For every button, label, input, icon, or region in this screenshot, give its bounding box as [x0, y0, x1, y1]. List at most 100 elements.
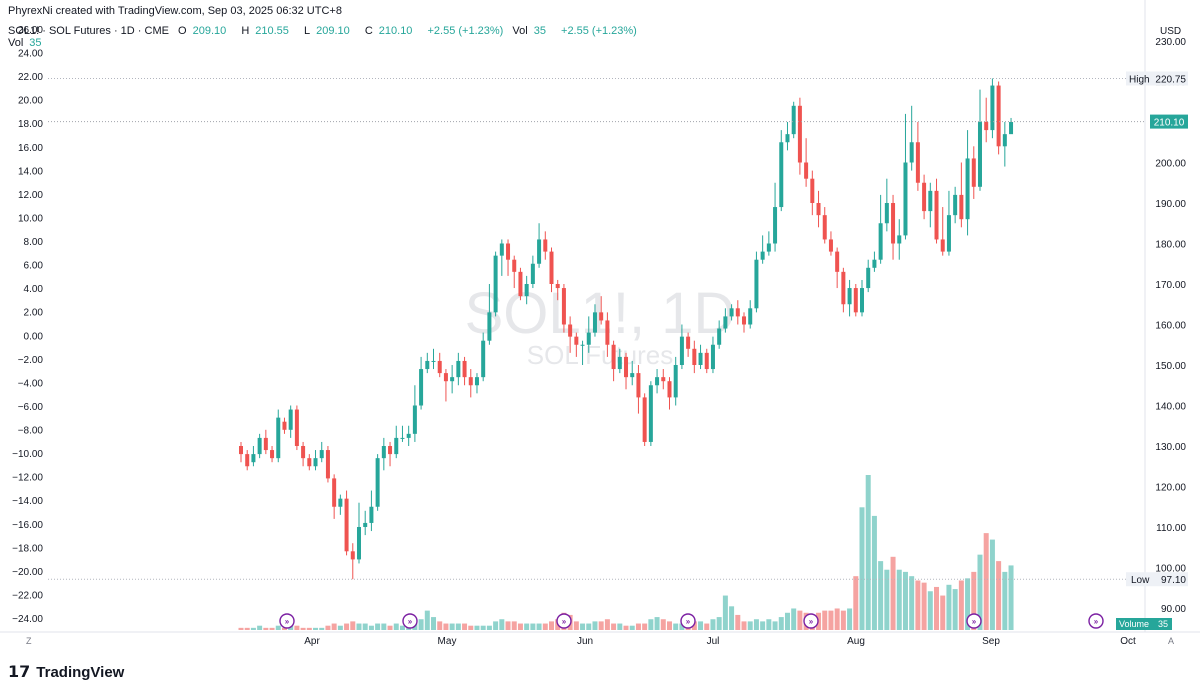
volume-tag-label: Volume: [1119, 619, 1149, 629]
zoom-button[interactable]: Z: [26, 636, 32, 646]
volume-bar: [387, 625, 393, 630]
volume-bar: [629, 625, 635, 630]
auto-scale-button[interactable]: A: [1168, 636, 1174, 646]
candle-body: [344, 498, 349, 552]
volume-bar: [902, 571, 908, 630]
volume-bar: [679, 623, 685, 630]
candle-body: [394, 437, 399, 455]
currency-label: USD: [1160, 26, 1181, 37]
price-tick-label: 130.00: [1155, 442, 1186, 453]
volume-bar: [517, 623, 523, 630]
candle-body: [872, 259, 877, 268]
candle-body: [835, 251, 840, 272]
candle-body: [754, 259, 759, 309]
volume-bar: [474, 625, 480, 630]
volume-bar: [431, 617, 437, 630]
event-marker-glyph: »: [562, 617, 567, 626]
symbol-legend: SOL1! · SOL Futures · 1D · CME O 209.10 H…: [8, 25, 643, 37]
candle-body: [530, 263, 535, 284]
volume-bar: [704, 623, 710, 630]
candle-body: [276, 417, 281, 459]
candle-body: [710, 344, 715, 370]
candle-body: [673, 365, 678, 398]
candle-body: [350, 551, 355, 560]
left-tick-label: 2.00: [24, 308, 44, 319]
time-tick-label: Sep: [982, 636, 1000, 647]
volume-bar: [580, 623, 586, 630]
candle-body: [785, 134, 790, 143]
high-value: 220.75: [1155, 74, 1186, 85]
left-tick-label: 4.00: [24, 284, 44, 295]
candle-body: [356, 527, 361, 560]
volume-bar: [666, 621, 672, 630]
price-tick-label: 200.00: [1155, 159, 1186, 170]
high-label: High: [1129, 74, 1150, 85]
candle-body: [294, 409, 299, 446]
candle-body: [984, 122, 989, 131]
candle-body: [630, 373, 635, 378]
volume-bar: [996, 561, 1002, 630]
candle-body: [245, 454, 250, 467]
volume-bar: [257, 625, 263, 630]
event-marker-glyph: »: [972, 617, 977, 626]
candle-body: [866, 267, 871, 289]
time-tick-label: Aug: [847, 636, 865, 647]
volume-bar: [611, 623, 617, 630]
volume-bar: [449, 623, 455, 630]
volume-bar: [952, 589, 958, 630]
volume-bar: [648, 619, 654, 630]
volume-bar: [337, 625, 343, 630]
volume-bar: [263, 627, 269, 630]
candle-body: [263, 437, 268, 451]
price-tick-label: 230.00: [1155, 37, 1186, 48]
volume-value: Vol 35: [512, 25, 546, 37]
volume-bar: [536, 623, 542, 630]
price-tick-label: 110.00: [1156, 523, 1186, 534]
left-tick-label: −22.00: [12, 590, 43, 601]
volume-bar: [766, 619, 772, 630]
candle-body: [915, 142, 920, 183]
price-tick-label: 140.00: [1155, 402, 1186, 413]
event-marker-glyph: »: [285, 617, 290, 626]
volume-bar: [946, 584, 952, 630]
volume-bar: [797, 610, 803, 630]
event-marker-icon: [279, 613, 295, 629]
volume-bar: [393, 623, 399, 630]
volume-bar: [921, 582, 927, 630]
volume-bar: [350, 621, 356, 630]
volume-bar: [381, 623, 387, 630]
candle-body: [729, 308, 734, 317]
left-tick-label: −20.00: [12, 567, 43, 578]
candle-body: [599, 312, 604, 321]
volume-bar: [586, 623, 592, 630]
volume-bar: [698, 621, 704, 630]
candle-body: [717, 328, 722, 345]
candle-body: [742, 316, 747, 325]
volume-legend: Vol 35: [8, 37, 42, 49]
high-value: H 210.55: [241, 25, 289, 37]
volume-bar: [884, 569, 890, 630]
candle-body: [574, 336, 579, 345]
price-tick-label: 100.00: [1155, 564, 1186, 575]
candle-body: [698, 352, 703, 365]
candle-body: [853, 288, 858, 313]
candle-body: [512, 259, 517, 272]
price-tick-label: 120.00: [1155, 483, 1186, 494]
candle-body: [456, 360, 461, 378]
volume-bar: [511, 621, 517, 630]
left-tick-label: 16.00: [18, 143, 43, 154]
volume-bar: [499, 619, 505, 630]
time-tick-label: Oct: [1120, 636, 1136, 647]
candle-body: [822, 215, 827, 240]
candle-body: [810, 178, 815, 203]
candle-body: [518, 271, 523, 297]
volume-bar: [468, 625, 474, 630]
volume-bar: [753, 619, 759, 630]
candle-body: [971, 158, 976, 187]
candle-body: [692, 348, 697, 365]
left-tick-label: −18.00: [12, 543, 43, 554]
volume-bar: [592, 621, 598, 630]
candle-body: [319, 450, 324, 459]
volume-bar: [760, 621, 766, 630]
